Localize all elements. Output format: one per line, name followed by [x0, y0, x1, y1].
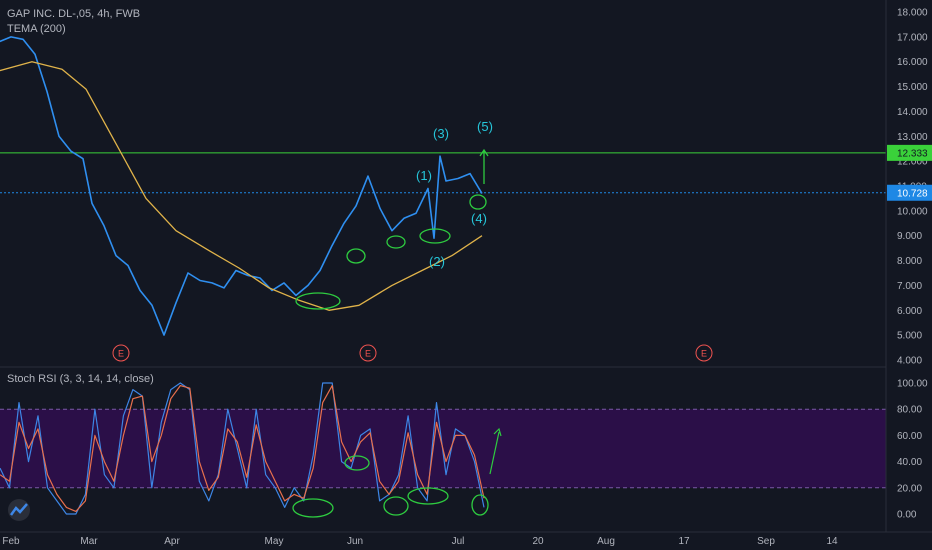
earnings-marker	[695, 344, 713, 362]
stoch-tick-label: 60.00	[897, 431, 922, 442]
resistance-price-tag	[887, 144, 932, 161]
wave-label: (5)	[477, 119, 493, 134]
annotation-ellipse	[344, 455, 370, 471]
stoch-d-line	[0, 385, 485, 512]
target-arrow-head	[479, 148, 489, 157]
annotation-ellipse	[407, 487, 449, 505]
price-tick-label: 14.000	[897, 107, 928, 118]
price-tick-label: 5.000	[897, 331, 922, 342]
annotation-ellipse	[383, 496, 409, 516]
price-tick-label: 17.000	[897, 32, 928, 43]
time-tick-label: 14	[826, 536, 838, 547]
annotation-ellipse	[471, 494, 489, 516]
annotation-ellipse	[346, 248, 366, 264]
current-price-tag	[887, 184, 932, 201]
time-tick-label: Aug	[597, 536, 615, 547]
tradingview-logo-icon[interactable]	[8, 499, 30, 521]
price-tick-label: 12.000	[897, 157, 928, 168]
time-tick-label: 20	[532, 536, 544, 547]
earnings-marker	[112, 344, 130, 362]
annotation-ellipse	[469, 194, 487, 210]
earnings-marker	[359, 344, 377, 362]
time-tick-label: Sep	[757, 536, 775, 547]
stoch-rsi-legend[interactable]: Stoch RSI (3, 3, 14, 14, close)	[7, 373, 154, 385]
momentum-arrow	[489, 431, 500, 475]
stoch-rsi-pane[interactable]	[0, 382, 886, 518]
price-axis[interactable]: 18.000 17.000 16.000 15.000 14.000 13.000 12.0…	[887, 8, 932, 367]
price-tick-label: 13.000	[897, 132, 928, 143]
earnings-marker-label: E	[365, 349, 371, 359]
time-tick-label: Feb	[2, 536, 20, 547]
annotation-ellipse	[295, 292, 341, 310]
symbol-title[interactable]: GAP INC. DL-,05, 4h, FWB	[7, 8, 140, 20]
stoch-tick-label: 80.00	[897, 405, 922, 416]
price-tick-label: 4.000	[897, 356, 922, 367]
wave-label: (2)	[429, 254, 445, 269]
price-pane[interactable]: (1) (2) (3) (4) (5) E E E	[0, 36, 886, 362]
wave-label: (1)	[416, 168, 432, 183]
annotation-ellipse	[419, 228, 451, 244]
tema-line	[0, 61, 483, 311]
wave-label: (3)	[433, 126, 449, 141]
stoch-tick-label: 0.00	[897, 510, 917, 521]
stoch-k-line	[0, 382, 485, 515]
price-line	[0, 36, 483, 336]
stoch-tick-label: 100.00	[897, 379, 928, 390]
annotation-ellipse	[386, 235, 406, 249]
price-tick-label: 6.000	[897, 306, 922, 317]
tema-legend[interactable]: TEMA (200)	[7, 23, 66, 35]
resistance-price-tag-label: 12.333	[897, 148, 928, 159]
price-tick-label: 16.000	[897, 57, 928, 68]
price-tick-label: 10.000	[897, 206, 928, 217]
time-tick-label: 17	[678, 536, 690, 547]
price-tick-label: 8.000	[897, 256, 922, 267]
time-tick-label: May	[265, 536, 284, 547]
earnings-marker-label: E	[701, 349, 707, 359]
time-tick-label: Jun	[347, 536, 363, 547]
annotation-ellipse	[292, 498, 334, 518]
stoch-tick-label: 40.00	[897, 457, 922, 468]
wave-label: (4)	[471, 211, 487, 226]
time-axis[interactable]: Feb Mar Apr May Jun Jul 20 Aug 17 Sep 14	[2, 536, 838, 547]
price-tick-label: 15.000	[897, 82, 928, 93]
momentum-arrow-head	[493, 427, 502, 437]
time-tick-label: Mar	[80, 536, 98, 547]
stoch-tick-label: 20.00	[897, 483, 922, 494]
current-price-tag-label: 10.728	[897, 188, 928, 199]
price-tick-label: 9.000	[897, 231, 922, 242]
price-tick-label: 18.000	[897, 8, 928, 19]
time-tick-label: Jul	[452, 536, 465, 547]
earnings-marker-label: E	[118, 349, 124, 359]
stoch-axis[interactable]: 100.00 80.00 60.00 40.00 20.00 0.00	[897, 379, 928, 521]
price-tick-label: 7.000	[897, 281, 922, 292]
time-tick-label: Apr	[164, 536, 180, 547]
